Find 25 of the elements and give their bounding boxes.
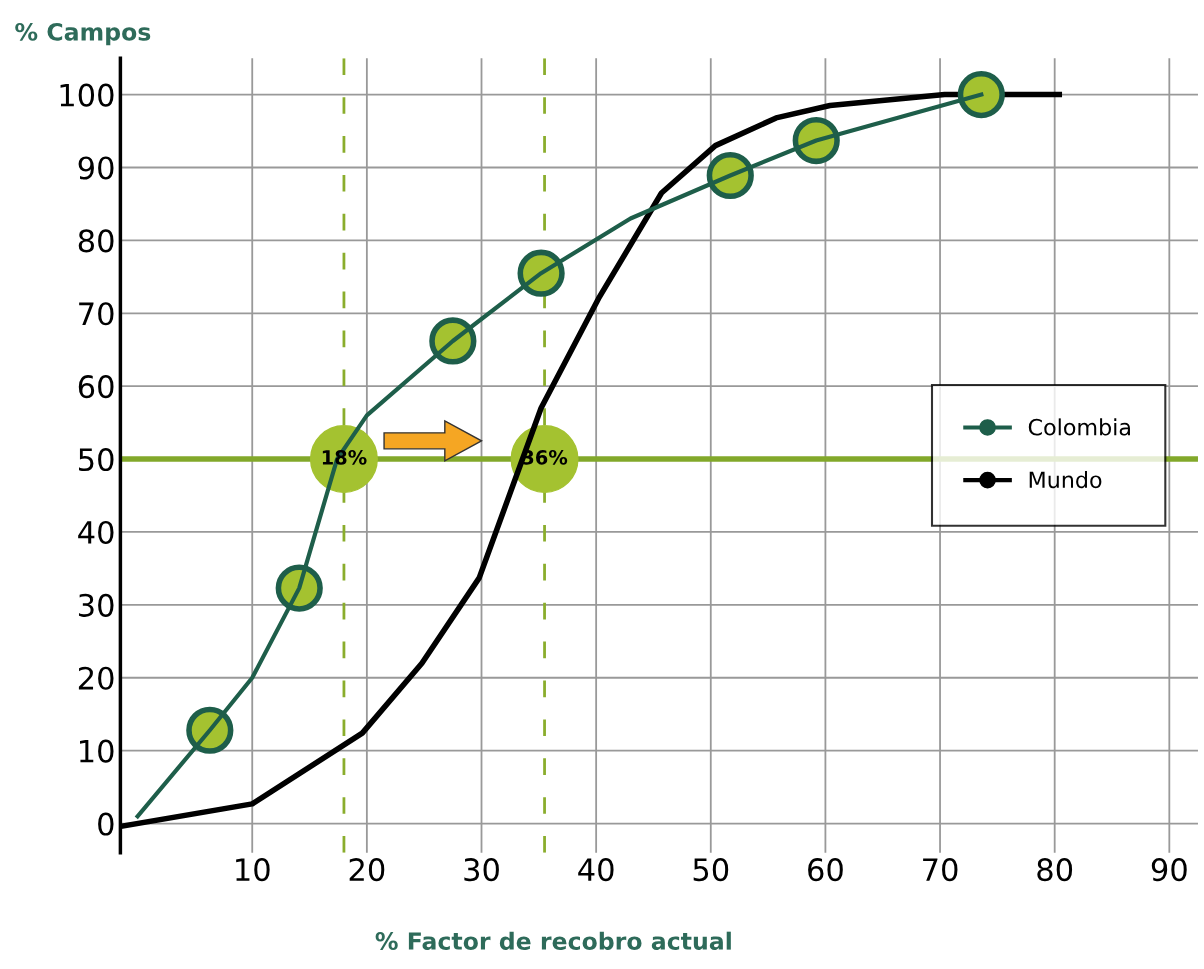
x-tick-label: 40 bbox=[578, 858, 614, 882]
point bbox=[957, 70, 1005, 119]
x-tick-label: 70 bbox=[923, 858, 958, 882]
x-tick-label: 20 bbox=[349, 858, 385, 882]
x-tick-label: 80 bbox=[1037, 858, 1073, 882]
y-tick-label: 20 bbox=[78, 666, 114, 690]
y-tick-label: 100 bbox=[60, 83, 114, 107]
x-tick-label: 30 bbox=[464, 858, 499, 882]
y-tick-label: 0 bbox=[98, 812, 114, 836]
legend-label: Mundo bbox=[1029, 470, 1102, 489]
y-tick-label: 40 bbox=[78, 520, 114, 545]
y-axis-title: % Campos bbox=[15, 22, 151, 46]
y-tick-label: 60 bbox=[78, 375, 114, 399]
x-tick-label: 50 bbox=[693, 858, 729, 882]
y-tick-label: 90 bbox=[78, 156, 114, 180]
x-axis-title: % Factor de recobro actual bbox=[375, 931, 731, 950]
y-tick-label: 10 bbox=[80, 739, 114, 763]
y-tick-label: 70 bbox=[79, 302, 114, 326]
y-tick-label: 30 bbox=[78, 593, 114, 617]
x-tick-label: 60 bbox=[808, 858, 843, 882]
x-tick-label: 90 bbox=[1151, 858, 1187, 882]
y-tick-label: 50 bbox=[79, 448, 114, 472]
legend-label: Colombia bbox=[1028, 418, 1130, 436]
y-tick-label: 80 bbox=[78, 229, 114, 253]
x-tick-label: 10 bbox=[236, 858, 270, 882]
